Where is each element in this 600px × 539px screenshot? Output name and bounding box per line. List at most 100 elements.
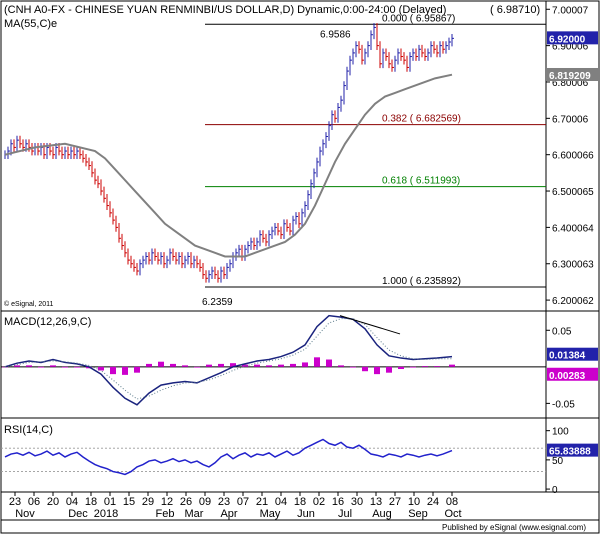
x-tick-label: 08: [446, 496, 458, 508]
macd-histogram-bar: [398, 366, 404, 370]
x-tick-label: 23: [9, 496, 21, 508]
macd-badge: 0.01384: [549, 351, 586, 362]
macd-tick-label: -0.05: [552, 399, 575, 410]
x-tick-label: 16: [332, 496, 344, 508]
price-tick-label: 6.80006: [552, 78, 589, 89]
macd-histogram-bar: [158, 361, 164, 367]
macd-line: [4, 314, 453, 406]
macd-histogram-bar: [422, 366, 428, 367]
macd-histogram-bar: [26, 365, 32, 367]
rsi-badges: 65.83888: [547, 443, 598, 458]
fib-levels: 0.000 ( 6.95867) 0.382 ( 6.682569) 0.618 (…: [205, 13, 546, 288]
price-badge-bg: [547, 31, 598, 45]
x-tick-label: 02: [313, 496, 325, 508]
x-month-label: May: [260, 508, 281, 520]
macd-histogram-bar: [449, 364, 455, 367]
x-tick-label: 04: [66, 496, 78, 508]
x-month-label: 2018: [94, 508, 118, 520]
macd-histogram-bar: [74, 366, 80, 368]
macd-histogram-bar: [338, 365, 344, 367]
x-tick-label: 01: [104, 496, 116, 508]
price-panel: 7.00007 6.90006 6.80006 6.70006 6.600066 6.50…: [1, 1, 599, 312]
macd-histogram-bar: [302, 362, 308, 367]
chart-title: (CNH A0-FX - CHINESE YUAN RENMINBI/US DO…: [4, 4, 446, 16]
low-annotation: 6.2359: [202, 297, 233, 308]
macd-histogram-bar: [182, 365, 188, 367]
price-tick-label: 7.00007: [552, 5, 589, 16]
x-tick-label: 06: [28, 496, 40, 508]
x-month-label: Nov: [15, 508, 35, 520]
x-tick-label: 30: [351, 496, 363, 508]
rsi-badge: 65.83888: [549, 447, 591, 458]
x-month-label: Dec: [68, 508, 88, 520]
x-tick-label: 09: [199, 496, 211, 508]
x-tick-label: 12: [161, 496, 173, 508]
x-month-label: Oct: [444, 508, 461, 520]
x-tick-label: 29: [142, 496, 154, 508]
macd-histogram-bar: [38, 366, 44, 368]
published-text: Published by eSignal (www.esignal.com): [442, 523, 586, 532]
macd-histogram-bar: [386, 366, 392, 373]
copyright-text: © eSignal, 2011: [4, 300, 54, 308]
x-tick-label: 24: [427, 496, 439, 508]
macd-histogram-bar: [266, 365, 272, 367]
macd-histogram-bar: [170, 363, 176, 367]
rsi-line: [4, 438, 453, 476]
x-tick-label: 15: [123, 496, 135, 508]
x-tick-label: 10: [408, 496, 420, 508]
macd-trendline: [339, 315, 401, 335]
x-tick-label: 13: [370, 496, 382, 508]
fib-label: 1.000 ( 6.235892): [382, 276, 461, 287]
macd-histogram-bar: [434, 366, 440, 367]
macd-histogram-bar: [230, 363, 236, 367]
macd-histogram-bar: [290, 363, 296, 367]
macd-histogram-bar: [374, 366, 380, 375]
macd-histogram-bar: [314, 357, 320, 367]
fib-label: 0.000 ( 6.95867): [382, 13, 455, 24]
x-month-label: Jun: [297, 508, 315, 520]
rsi-badge-bg: [547, 443, 598, 457]
price-tick-label: 6.400064: [552, 223, 594, 234]
macd-histogram-bar: [362, 366, 368, 372]
macd-histogram-bar: [242, 364, 248, 367]
x-tick-label: 23: [218, 496, 230, 508]
x-tick-label: 07: [237, 496, 249, 508]
price-badges: 6.92000 6.819209: [547, 31, 598, 82]
ma-line: [4, 73, 453, 258]
macd-histogram-bar: [278, 364, 284, 367]
x-tick-label: 21: [256, 496, 268, 508]
price-tick-label: 6.200062: [552, 296, 594, 307]
macd-title: MACD(12,26,9,C): [4, 316, 91, 328]
rsi-tick-label: 50: [552, 456, 564, 467]
rsi-tick-label: 0: [552, 485, 558, 496]
macd-badges: 0.01384 0.00283: [547, 347, 598, 382]
macd-histogram-bar: [326, 359, 332, 367]
macd-signal-line: [4, 318, 452, 400]
macd-histogram-bar: [98, 366, 104, 371]
macd-histogram-bar: [122, 366, 128, 375]
x-tick-label: 18: [294, 496, 306, 508]
ma-badge: 6.819209: [549, 71, 591, 82]
high-annotation: 6.9586: [320, 29, 351, 40]
price-tick-label: 6.500065: [552, 187, 594, 198]
macd-histogram-bar: [194, 366, 200, 368]
x-month-label: Aug: [372, 508, 392, 520]
macd-histogram-bar: [218, 363, 224, 367]
x-tick-label: 26: [180, 496, 192, 508]
price-series: [4, 23, 454, 283]
last-price: ( 6.98710): [490, 4, 540, 16]
price-tick-label: 6.90006: [552, 42, 589, 53]
macd-panel: 0.05 -0.05 MACD(12,26,9,C) 0.01384 0.00283: [1, 311, 599, 419]
macd-histogram-bar: [50, 365, 56, 367]
rsi-axis: 100 50 0: [1, 427, 569, 496]
x-tick-label: 27: [389, 496, 401, 508]
price-tick-label: 6.70006: [552, 114, 589, 125]
macd-histogram-bar: [2, 366, 8, 368]
rsi-title: RSI(14,C): [4, 424, 53, 436]
x-month-label: Feb: [156, 508, 175, 520]
macd-series: [2, 314, 455, 406]
rsi-panel: 100 50 0 RSI(14,C) 65.83888: [1, 418, 599, 496]
macd-histogram-bar: [146, 363, 152, 367]
x-tick-label: 18: [85, 496, 97, 508]
